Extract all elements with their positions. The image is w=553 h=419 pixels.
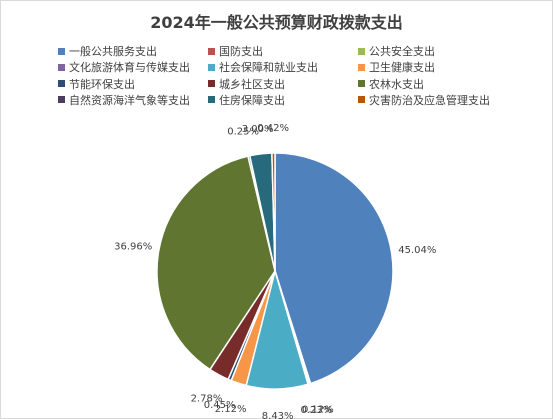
- legend-swatch: [358, 96, 365, 104]
- legend-swatch: [58, 96, 65, 104]
- legend-label: 卫生健康支出: [369, 61, 435, 75]
- legend-swatch: [358, 63, 365, 71]
- data-label: 0.12%: [302, 404, 334, 415]
- data-label: 45.04%: [398, 245, 436, 256]
- legend-label: 一般公共服务支出: [69, 45, 157, 58]
- legend-item: 节能环保支出: [58, 77, 135, 91]
- legend-label: 自然资源海洋气象等支出: [69, 93, 190, 107]
- legend-label: 住房保障支出: [219, 93, 285, 107]
- chart-title: 2024年一般公共预算财政拨款支出: [150, 13, 403, 32]
- legend-label: 节能环保支出: [69, 77, 135, 91]
- legend-swatch: [58, 47, 65, 55]
- legend-label: 灾害防治及应急管理支出: [369, 93, 490, 107]
- legend-swatch: [208, 96, 215, 104]
- data-label: 0.42%: [257, 123, 289, 134]
- legend-item: 城乡社区支出: [208, 77, 285, 91]
- data-label: 3.00%: [242, 124, 274, 135]
- legend-swatch: [358, 47, 365, 55]
- pie-slice: [274, 152, 394, 385]
- data-label: 8.43%: [262, 411, 294, 419]
- legend-item: 自然资源海洋气象等支出: [58, 93, 190, 107]
- legend-label: 社会保障和就业支出: [219, 61, 318, 75]
- legend-label: 农林水支出: [369, 77, 424, 91]
- legend-label: 城乡社区支出: [219, 77, 285, 91]
- legend-item: 住房保障支出: [208, 93, 285, 107]
- legend-item: 文化旅游体育与传媒支出: [58, 60, 190, 74]
- legend-item: 社会保障和就业支出: [208, 60, 318, 74]
- pie-slice: [156, 155, 276, 371]
- legend-swatch: [208, 47, 215, 55]
- legend-label: 文化旅游体育与传媒支出: [69, 61, 190, 75]
- legend-item: 农林水支出: [358, 77, 424, 91]
- legend-item: 灾害防治及应急管理支出: [358, 93, 490, 107]
- legend-item: 卫生健康支出: [358, 60, 435, 74]
- legend-item: 国防支出: [208, 44, 263, 58]
- legend-swatch: [208, 80, 215, 88]
- pie-slice: [271, 152, 276, 272]
- legend-swatch: [58, 80, 65, 88]
- legend-swatch: [208, 63, 215, 71]
- data-label: 36.96%: [114, 242, 152, 253]
- data-label: 0.45%: [204, 400, 236, 411]
- legend-swatch: [358, 80, 365, 88]
- legend-label: 国防支出: [219, 45, 263, 58]
- data-label: 2.12%: [215, 404, 247, 415]
- data-label: 0.23%: [300, 405, 332, 416]
- legend-item: 公共安全支出: [358, 44, 435, 58]
- legend-swatch: [58, 63, 65, 71]
- legend-item: 一般公共服务支出: [58, 44, 157, 58]
- data-label: 0.25%: [227, 127, 259, 138]
- legend-label: 公共安全支出: [369, 45, 435, 58]
- data-label: 2.78%: [191, 394, 223, 405]
